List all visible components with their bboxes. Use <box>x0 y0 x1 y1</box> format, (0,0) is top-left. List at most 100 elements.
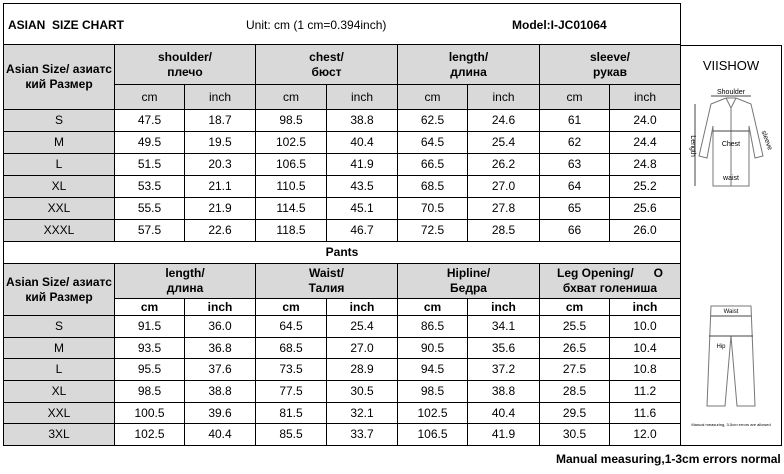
unit-header: cm <box>540 85 610 110</box>
column-header-en: Leg Opening/ O <box>556 266 663 280</box>
size-cell: L <box>3 359 115 381</box>
column-header-ru: Бедра <box>450 281 487 295</box>
label-sleeve: sleeve <box>760 130 774 152</box>
label-pants-waist: Waist <box>724 309 739 315</box>
unit-header: inch <box>468 299 540 316</box>
value-cell: 24.6 <box>468 110 540 132</box>
diagram-note: Manual measuring, 3-5cm errors are allow… <box>691 422 770 427</box>
size-cell: L <box>3 154 115 176</box>
value-cell: 28.5 <box>468 220 540 242</box>
section-title: Pants <box>3 242 681 264</box>
column-header-en: length/ <box>448 49 489 64</box>
value-cell: 26.2 <box>468 154 540 176</box>
column-header-en: sleeve/ <box>589 49 631 64</box>
value-cell: 65 <box>540 198 610 220</box>
value-cell: 36.8 <box>185 338 256 359</box>
label-waist: waist <box>722 175 739 182</box>
size-cell: XL <box>3 381 115 403</box>
unit-header: cm <box>398 299 468 316</box>
value-cell: 98.5 <box>256 110 327 132</box>
model: Model:I-JC01064 <box>512 18 607 32</box>
column-header-ru: длина <box>166 281 204 295</box>
value-cell: 21.9 <box>185 198 256 220</box>
value-cell: 98.5 <box>398 381 468 403</box>
column-header: length/длина <box>115 264 256 299</box>
label-shoulder: Shoulder <box>717 89 746 96</box>
value-cell: 110.5 <box>256 176 327 198</box>
unit-header: cm <box>256 299 327 316</box>
unit-header: cm <box>115 299 185 316</box>
value-cell: 25.6 <box>610 198 681 220</box>
value-cell: 33.7 <box>327 424 398 446</box>
value-cell: 25.2 <box>610 176 681 198</box>
value-cell: 18.7 <box>185 110 256 132</box>
value-cell: 72.5 <box>398 220 468 242</box>
value-cell: 114.5 <box>256 198 327 220</box>
brand: VIISHOW <box>702 58 760 74</box>
value-cell: 38.8 <box>327 110 398 132</box>
column-header-ru: бхват голениша <box>562 281 658 295</box>
value-cell: 102.5 <box>256 132 327 154</box>
size-cell: XXL <box>3 198 115 220</box>
value-cell: 35.6 <box>468 338 540 359</box>
value-cell: 27.0 <box>468 176 540 198</box>
value-cell: 24.4 <box>610 132 681 154</box>
size-cell: 3XL <box>3 424 115 446</box>
value-cell: 22.6 <box>185 220 256 242</box>
value-cell: 36.0 <box>185 316 256 338</box>
value-cell: 106.5 <box>398 424 468 446</box>
value-cell: 27.8 <box>468 198 540 220</box>
value-cell: 24.0 <box>610 110 681 132</box>
unit-header: cm <box>256 85 327 110</box>
column-header-ru: бюст <box>311 64 342 79</box>
value-cell: 40.4 <box>327 132 398 154</box>
value-cell: 30.5 <box>540 424 610 446</box>
value-cell: 90.5 <box>398 338 468 359</box>
value-cell: 61 <box>540 110 610 132</box>
value-cell: 68.5 <box>256 338 327 359</box>
value-cell: 66 <box>540 220 610 242</box>
value-cell: 12.0 <box>610 424 681 446</box>
value-cell: 64.5 <box>398 132 468 154</box>
value-cell: 64.5 <box>256 316 327 338</box>
column-header: length/длина <box>398 45 540 85</box>
value-cell: 106.5 <box>256 154 327 176</box>
size-header-text: Asian Size/ азиатский Размер <box>6 62 112 91</box>
value-cell: 85.5 <box>256 424 327 446</box>
column-header-en: Waist/ <box>309 266 344 280</box>
value-cell: 32.1 <box>327 403 398 424</box>
value-cell: 19.5 <box>185 132 256 154</box>
column-header-ru: плечо <box>167 64 203 79</box>
value-cell: 118.5 <box>256 220 327 242</box>
value-cell: 10.8 <box>610 359 681 381</box>
value-cell: 41.9 <box>327 154 398 176</box>
value-cell: 73.5 <box>256 359 327 381</box>
value-cell: 95.5 <box>115 359 185 381</box>
value-cell: 98.5 <box>115 381 185 403</box>
value-cell: 62 <box>540 132 610 154</box>
diagrams: Shoulder Chest Length sleeve waist Waist… <box>689 89 774 427</box>
value-cell: 41.9 <box>468 424 540 446</box>
value-cell: 68.5 <box>398 176 468 198</box>
value-cell: 20.3 <box>185 154 256 176</box>
column-header: Hipline/Бедра <box>398 264 540 299</box>
unit-header: cm <box>398 85 468 110</box>
value-cell: 28.5 <box>540 381 610 403</box>
value-cell: 21.1 <box>185 176 256 198</box>
column-header-en: shoulder/ <box>157 49 212 64</box>
size-header: Asian Size/ азиатский Размер <box>3 45 115 110</box>
value-cell: 26.0 <box>610 220 681 242</box>
value-cell: 63 <box>540 154 610 176</box>
size-cell: XXXL <box>3 220 115 242</box>
value-cell: 64 <box>540 176 610 198</box>
column-header-ru: рукав <box>593 64 627 79</box>
value-cell: 10.0 <box>610 316 681 338</box>
header-row <box>3 3 681 45</box>
value-cell: 39.6 <box>185 403 256 424</box>
column-header-ru: длина <box>450 64 487 79</box>
value-cell: 81.5 <box>256 403 327 424</box>
value-cell: 26.5 <box>540 338 610 359</box>
column-header-ru: Талия <box>308 281 345 295</box>
